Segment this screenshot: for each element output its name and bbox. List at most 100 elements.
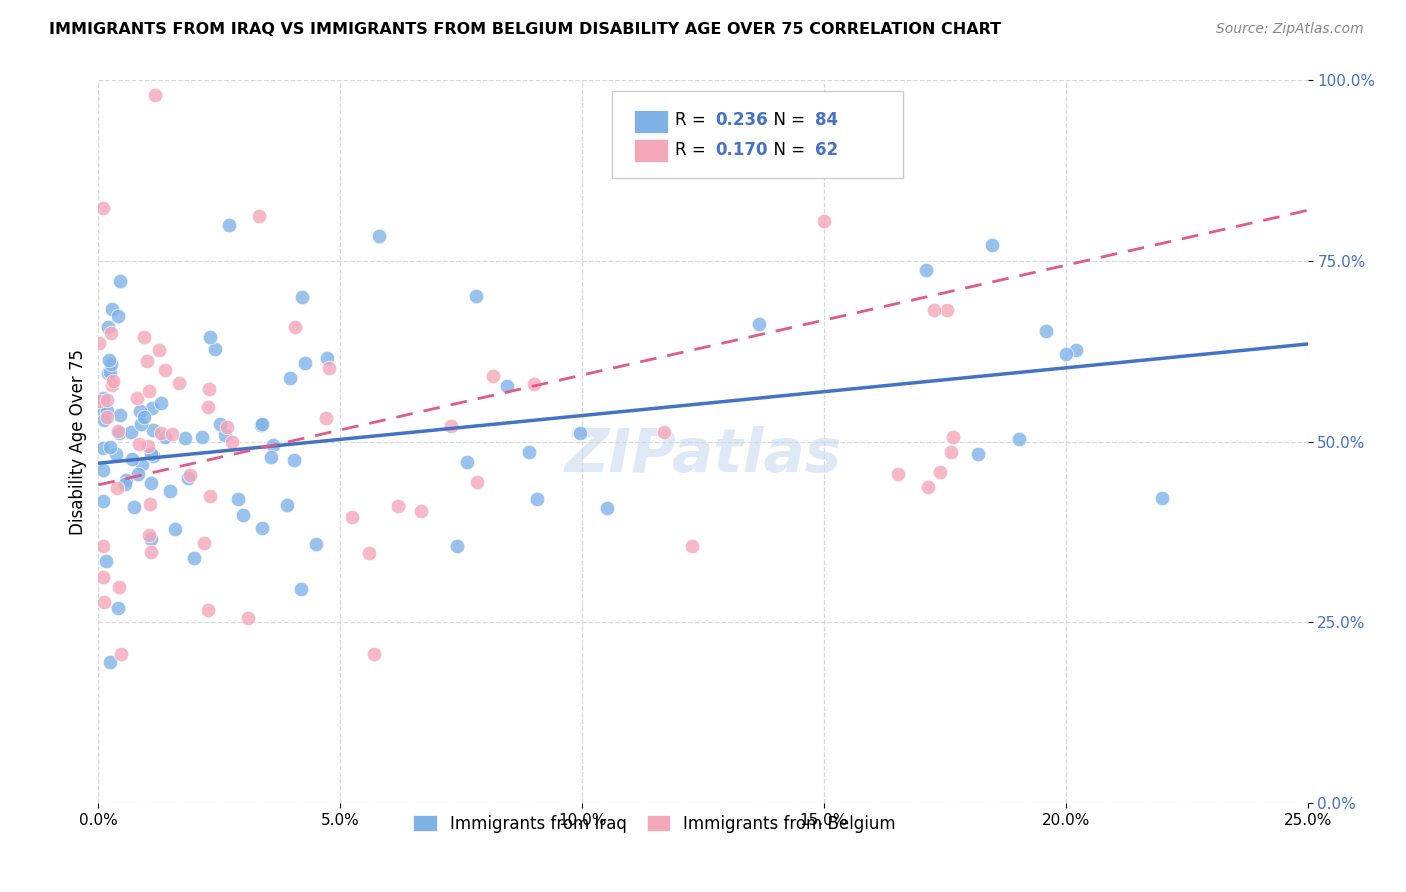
Point [138,384,160,399]
Text: 62: 62 [815,141,838,160]
Point [139,497,162,511]
Point [191,430,214,444]
Point [294,356,316,370]
Point [150,425,173,440]
Point [87,335,110,350]
Point [367,229,389,244]
Point [159,483,181,498]
Point [91,493,114,508]
Point [465,475,488,489]
Point [1152,491,1174,505]
Point [98,352,121,367]
Point [134,409,156,424]
Point [318,361,340,376]
Point [122,500,145,515]
Point [93,412,115,426]
Point [98,655,121,669]
Point [101,302,124,317]
Point [96,409,118,424]
Point [1008,433,1031,447]
Point [193,536,215,550]
Point [198,382,221,396]
Point [93,595,115,609]
Point [440,419,463,434]
Point [221,435,243,450]
Bar [634,139,668,162]
Point [523,377,546,392]
Text: ZIPatlas: ZIPatlas [564,426,842,485]
Point [87,393,110,408]
Text: IMMIGRANTS FROM IRAQ VS IMMIGRANTS FROM BELGIUM DISABILITY AGE OVER 75 CORRELATI: IMMIGRANTS FROM IRAQ VS IMMIGRANTS FROM … [49,22,1001,37]
Point [108,409,131,423]
Point [167,376,190,390]
Point [197,401,219,415]
Point [482,369,505,384]
Point [929,466,952,480]
Point [914,263,936,277]
Point [129,417,152,431]
Point [91,539,114,553]
Point [250,521,273,535]
Point [91,404,114,418]
Point [103,374,125,388]
Legend: Immigrants from Iraq, Immigrants from Belgium: Immigrants from Iraq, Immigrants from Be… [405,806,904,841]
Point [100,378,122,392]
Point [595,500,617,515]
Point [260,450,283,464]
Point [108,275,131,289]
Point [114,473,136,487]
Point [142,450,165,464]
Point [363,647,385,661]
Point [108,426,131,441]
Text: N =: N = [763,141,811,160]
Point [887,467,910,482]
Point [935,303,957,318]
Point [143,87,166,102]
Point [305,537,328,551]
Point [163,523,186,537]
Point [315,410,337,425]
Point [148,343,170,357]
Point [967,447,990,461]
Point [456,455,478,469]
Point [941,445,963,459]
Point [179,467,201,482]
Point [1054,347,1077,361]
Text: N =: N = [763,111,811,129]
Point [748,317,770,331]
Point [120,425,142,439]
Point [252,417,274,431]
Point [197,603,219,617]
Point [98,441,121,455]
Point [129,404,152,418]
Point [214,428,236,442]
Point [517,445,540,459]
Point [131,457,153,471]
Point [174,431,197,445]
Point [139,475,162,490]
Point [446,539,468,553]
Point [1035,324,1057,338]
Point [654,425,676,439]
Point [917,480,939,494]
Point [232,508,254,522]
Point [526,491,548,506]
Point [91,463,114,477]
Point [91,392,114,406]
Point [247,209,270,223]
Point [100,326,122,341]
Point [139,545,162,559]
Point [160,427,183,442]
Point [141,532,163,546]
Point [104,447,127,461]
Point [278,371,301,385]
Point [125,391,148,405]
Point [107,481,129,495]
Text: 0.170: 0.170 [716,141,768,160]
Point [924,302,946,317]
Point [218,218,240,232]
Point [138,528,160,542]
Point [155,429,177,443]
Point [409,504,432,518]
Point [215,420,238,434]
